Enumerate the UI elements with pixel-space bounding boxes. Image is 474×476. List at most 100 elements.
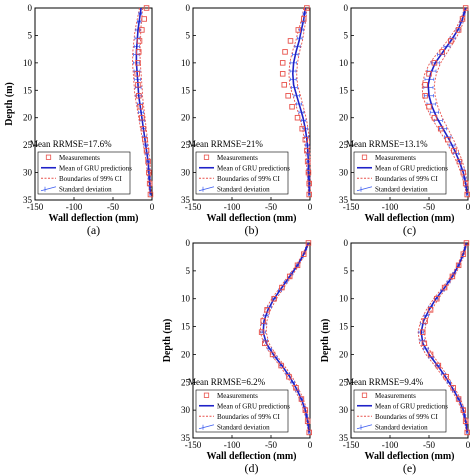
measurement-point	[301, 251, 307, 257]
measurement-point	[427, 307, 434, 313]
chart-panel-a: -150 -100 -50 0 0 5 10 15 20 25 30 35 Depth (m) Wall …	[4, 3, 155, 237]
measurement-point	[426, 103, 432, 110]
y-tick-label: 25	[339, 140, 349, 150]
x-tick-label: -150	[185, 202, 202, 212]
y-tick-label: 0	[344, 3, 349, 13]
rrmse-annotation: Mean RRMSE=13.1%	[346, 139, 428, 149]
legend-std-swatch	[198, 186, 215, 192]
y-tick-label: 15	[23, 85, 33, 95]
measurement-point	[460, 407, 467, 413]
measurement-point	[269, 351, 276, 358]
legend-label: Standard deviation	[217, 185, 270, 193]
measurement-point	[271, 295, 277, 302]
y-tick-label: 35	[181, 433, 191, 443]
y-tick-label: 0	[186, 238, 191, 248]
legend-label: Boundaries of 99% CI	[375, 175, 438, 183]
measurement-point	[462, 5, 469, 11]
y-tick-label: 25	[339, 377, 349, 387]
y-tick-label: 15	[339, 322, 349, 332]
measurement-point	[443, 373, 449, 380]
measurement-point	[141, 16, 147, 22]
legend-label: Standard deviation	[375, 185, 428, 193]
y-tick-label: 35	[339, 433, 349, 443]
measurement-point	[286, 273, 293, 280]
chart-panel-b: -150 -100 -50 0 0 5 10 15 20 25 30 35 Wall deflectio…	[181, 3, 313, 237]
x-tick-label: 0	[466, 440, 471, 450]
measurement-point	[143, 147, 150, 154]
measurement-point	[435, 362, 442, 369]
measurement-point	[455, 396, 462, 402]
rrmse-annotation: Mean RRMSE=9.4%	[346, 377, 424, 387]
x-tick-label: 0	[308, 440, 313, 450]
measurement-point	[463, 240, 470, 246]
y-tick-label: 35	[181, 195, 191, 205]
legend-label: Mean of GRU predictions	[217, 164, 290, 172]
legend: Measurements Mean of GRU predictions Bound…	[353, 389, 448, 433]
x-tick-label: -50	[107, 202, 119, 212]
measurement-point	[299, 125, 305, 132]
measurement-point	[285, 93, 291, 99]
legend-label: Boundaries of 99% CI	[59, 175, 122, 183]
legend-label: Measurements	[59, 154, 100, 162]
measurement-point	[441, 284, 448, 291]
measurement-point	[304, 5, 310, 11]
y-tick-label: 5	[344, 30, 349, 40]
measurement-point	[451, 147, 457, 154]
legend-label: Boundaries of 99% CI	[217, 413, 280, 421]
legend-std-swatch	[40, 186, 57, 192]
y-tick-label: 0	[186, 3, 191, 13]
measurement-point	[140, 125, 147, 132]
measurement-point	[444, 136, 451, 143]
measurement-point	[455, 262, 462, 269]
y-tick-label: 20	[181, 349, 191, 359]
legend-measurement-swatch	[203, 154, 210, 160]
measurement-point	[304, 418, 311, 425]
y-tick-label: 35	[23, 195, 33, 205]
y-tick-label: 5	[28, 30, 33, 40]
y-tick-label: 30	[339, 405, 349, 415]
measurement-point	[279, 60, 286, 66]
y-tick-label: 20	[339, 349, 349, 359]
measurement-point	[262, 340, 268, 347]
measurement-point	[136, 38, 143, 44]
legend: Measurements Mean of GRU predictions Bound…	[195, 151, 290, 195]
y-tick-label: 10	[339, 58, 349, 68]
x-tick-label: -50	[265, 440, 277, 450]
x-tick-label: -100	[382, 202, 399, 212]
legend-measurement-swatch	[45, 154, 52, 160]
measurement-point	[146, 180, 153, 187]
measurement-point	[306, 429, 312, 436]
x-axis-label: Wall deflection (mm)	[207, 213, 297, 224]
measurement-point	[135, 49, 142, 55]
measurement-point	[135, 93, 142, 99]
measurement-point	[258, 329, 265, 335]
measurement-point	[137, 103, 144, 110]
x-tick-label: -50	[423, 440, 435, 450]
measurement-point	[449, 273, 456, 280]
measurement-point	[289, 103, 295, 110]
legend-label: Boundaries of 99% CI	[375, 413, 438, 421]
y-tick-label: 10	[181, 58, 191, 68]
measurement-point	[147, 191, 154, 198]
y-tick-label: 5	[186, 266, 191, 276]
panel-label: (c)	[403, 223, 416, 237]
measurement-point	[420, 329, 426, 335]
y-tick-label: 30	[23, 168, 33, 178]
measurement-point	[426, 71, 432, 77]
measurement-point	[460, 169, 467, 176]
measurement-point	[294, 262, 301, 269]
legend-measurement-swatch	[361, 154, 368, 160]
measurement-point	[455, 27, 462, 33]
x-tick-label: 0	[308, 202, 313, 212]
legend: Measurements Mean of GRU predictions Bound…	[37, 151, 132, 195]
measurement-point	[146, 169, 152, 176]
measurement-point	[464, 429, 470, 436]
x-tick-label: -100	[224, 440, 241, 450]
legend-label: Measurements	[375, 154, 416, 162]
y-tick-label: 15	[339, 85, 349, 95]
measurement-point	[279, 284, 285, 291]
measurement-point	[295, 27, 302, 33]
x-tick-label: -150	[185, 440, 202, 450]
measurement-point	[286, 373, 292, 380]
measurement-point	[462, 180, 469, 187]
